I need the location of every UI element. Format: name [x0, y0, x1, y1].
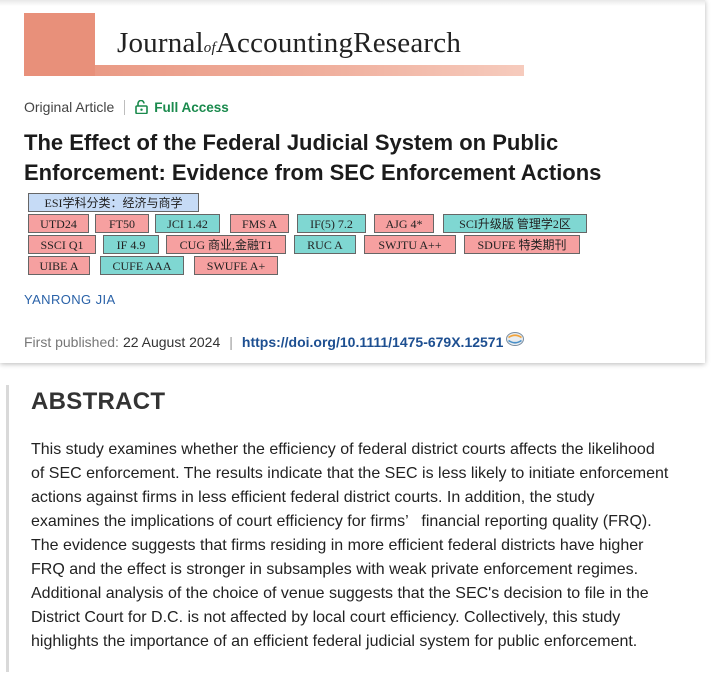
pub-separator: |: [229, 334, 233, 350]
badge-cug: CUG 商业,金融T1: [166, 235, 286, 254]
article-header-card: JournalofAccountingResearch Original Art…: [0, 0, 705, 363]
abstract-line: The evidence suggests that firms residin…: [31, 534, 701, 558]
abstract-line: FRQ and the effect is stronger in subsam…: [31, 558, 701, 582]
abstract-heading: ABSTRACT: [31, 388, 165, 416]
badge-sci-upgrade: SCI升级版 管理学2区: [443, 214, 587, 233]
banner-stripe: [95, 65, 524, 76]
badge-if5: IF(5) 7.2: [297, 214, 366, 233]
badge-swjtu: SWJTU A++: [364, 235, 456, 254]
abstract-line: District Court for D.C. is not affected …: [31, 606, 701, 630]
journal-logo-text: JournalofAccountingResearch: [117, 27, 461, 60]
author-link[interactable]: YANRONG JIA: [24, 292, 116, 307]
full-access-badge: Full Access: [135, 100, 229, 115]
badge-fms: FMS A: [230, 214, 289, 233]
journal-banner[interactable]: JournalofAccountingResearch: [24, 13, 524, 76]
abstract-body: This study examines whether the efficien…: [31, 438, 701, 654]
journal-name-of: of: [204, 40, 216, 56]
badge-sdufe: SDUFE 特类期刊: [464, 235, 580, 254]
published-label: First published:: [24, 334, 119, 350]
crossref-icon[interactable]: [505, 330, 525, 348]
article-title-line2: Enforcement: Evidence from SEC Enforceme…: [24, 160, 601, 185]
badge-ajg: AJG 4*: [374, 214, 434, 233]
badge-jci: JCI 1.42: [155, 214, 220, 233]
article-type: Original Article: [24, 99, 114, 115]
article-title: The Effect of the Federal Judicial Syste…: [24, 128, 684, 188]
badge-swufe: SWUFE A+: [194, 256, 278, 275]
abstract-line: actions against firms in less efficient …: [31, 486, 701, 510]
lock-open-icon: [135, 100, 148, 114]
article-meta-row: Original Article Full Access: [24, 97, 229, 117]
meta-divider: [124, 100, 125, 115]
abstract-line: of SEC enforcement. The results indicate…: [31, 462, 701, 486]
badge-ruc: RUC A: [294, 235, 356, 254]
badge-uibe: UIBE A: [28, 256, 90, 275]
badge-ft50: FT50: [95, 214, 149, 233]
abstract-line: Additional analysis of the choice of ven…: [31, 582, 701, 606]
article-title-line1: The Effect of the Federal Judicial Syste…: [24, 130, 558, 155]
journal-name-part2: AccountingResearch: [216, 27, 461, 59]
journal-name-part1: Journal: [117, 27, 204, 59]
banner-color-block: [24, 13, 95, 76]
published-date: 22 August 2024: [123, 334, 220, 350]
badge-cufe: CUFE AAA: [100, 256, 184, 275]
badge-ssci: SSCI Q1: [28, 235, 96, 254]
badge-esi: ESI学科分类：经济与商学: [28, 193, 199, 212]
abstract-line: highlights the importance of an efficien…: [31, 630, 701, 654]
abstract-left-rule: [6, 385, 9, 672]
badge-utd24: UTD24: [28, 214, 89, 233]
badge-if: IF 4.9: [103, 235, 159, 254]
doi-link[interactable]: https://doi.org/10.1111/1475-679X.12571: [242, 334, 503, 350]
abstract-line: This study examines whether the efficien…: [31, 438, 701, 462]
top-fade: [0, 0, 705, 6]
publication-row: First published: 22 August 2024 | https:…: [24, 332, 525, 352]
access-label: Full Access: [154, 100, 229, 115]
abstract-line: examines the implications of court effic…: [31, 510, 701, 534]
